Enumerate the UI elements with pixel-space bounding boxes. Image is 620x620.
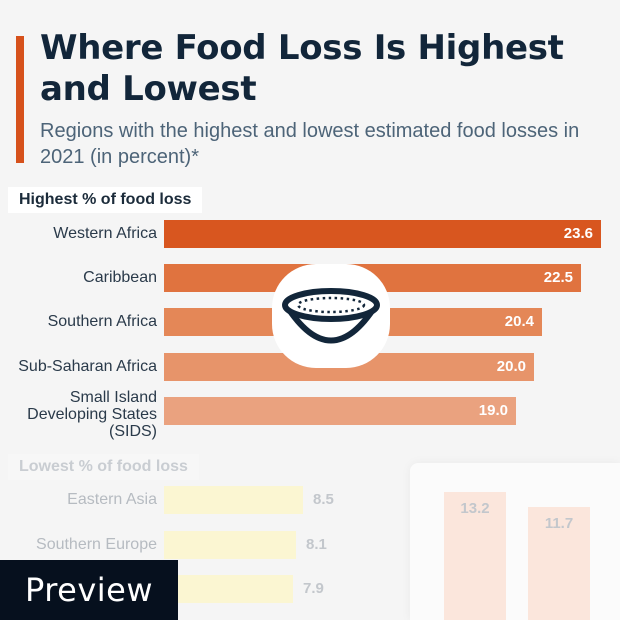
- title-accent-bar: [16, 36, 24, 163]
- bar: [164, 220, 601, 248]
- category-label: Sub-Saharan Africa: [18, 358, 157, 375]
- data-label: 20.4: [504, 313, 534, 330]
- category-label-text: Small Island Developing States (SIDS): [27, 389, 157, 440]
- data-label: 20.0: [496, 358, 526, 375]
- bowl-icon: [272, 264, 390, 368]
- data-label: 22.5: [543, 269, 573, 286]
- data-label: 8.1: [306, 536, 327, 553]
- category-label: Eastern Asia: [67, 491, 157, 508]
- category-label: Southern Europe: [36, 536, 157, 553]
- inset-column: [528, 507, 590, 620]
- bar: [164, 575, 293, 603]
- data-label: 8.5: [313, 491, 334, 508]
- highest-section-label: Highest % of food loss: [8, 187, 203, 213]
- category-label: Small Island Developing States (SIDS): [0, 389, 157, 440]
- inset-column: [444, 492, 506, 620]
- chart-subtitle: Regions with the highest and lowest esti…: [40, 120, 580, 168]
- data-label: 7.9: [303, 580, 324, 597]
- inset-column-label: 11.7: [544, 515, 574, 532]
- preview-badge: Preview: [0, 560, 178, 620]
- bar: [164, 486, 303, 514]
- inset-chart-panel: 13.2 11.7: [410, 463, 620, 620]
- bar: [164, 531, 296, 559]
- lowest-section-label: Lowest % of food loss: [8, 454, 199, 480]
- data-label: 23.6: [563, 225, 593, 242]
- bar: [164, 397, 516, 425]
- inset-column-label: 13.2: [460, 500, 490, 517]
- category-label: Caribbean: [83, 269, 157, 286]
- chart-title: Where Food Loss Is Highest and Lowest: [40, 28, 564, 109]
- category-label: Southern Africa: [47, 313, 157, 330]
- data-label: 19.0: [478, 402, 508, 419]
- category-label: Western Africa: [53, 225, 157, 242]
